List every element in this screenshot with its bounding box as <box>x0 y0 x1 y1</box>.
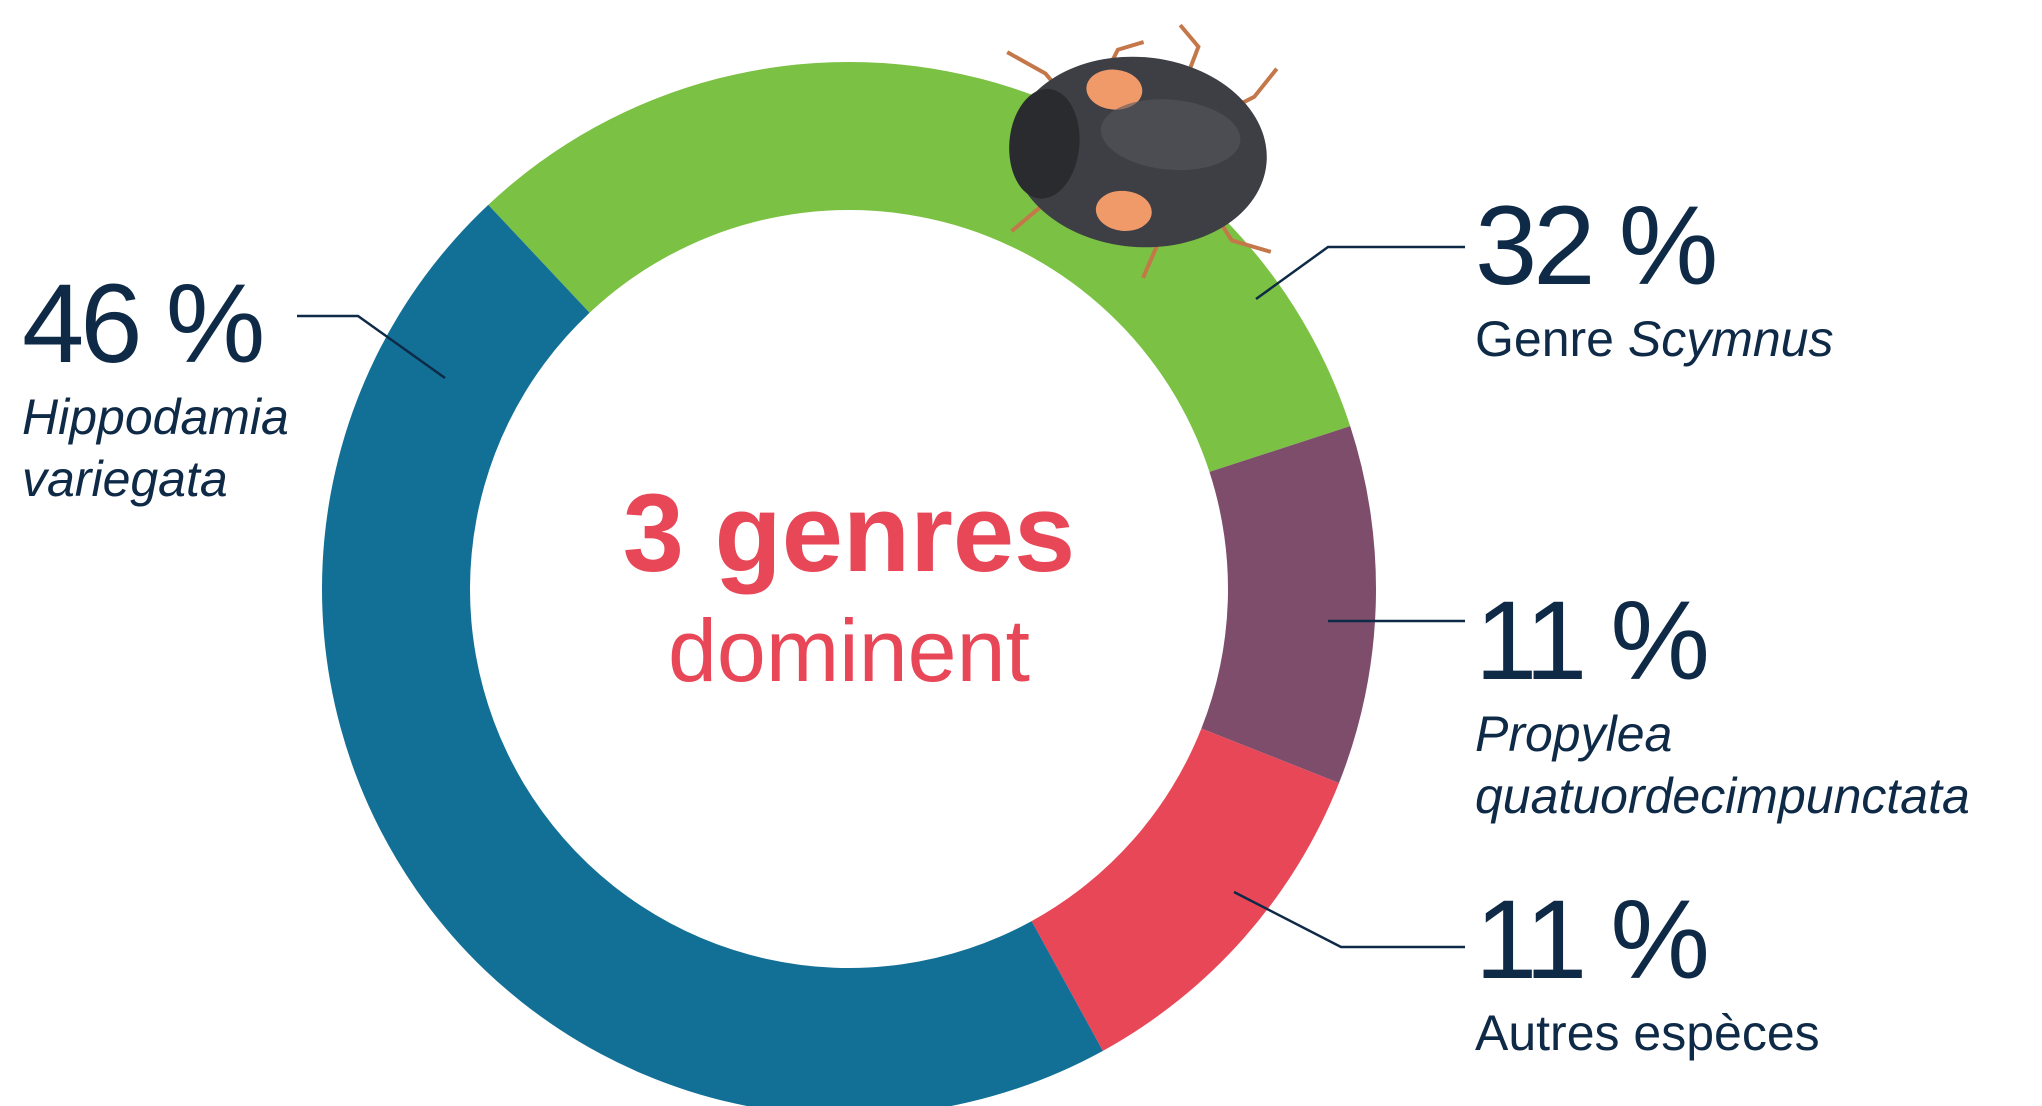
leader-line <box>1255 245 1465 301</box>
label-group: 46 % Hippodamia variegata <box>22 268 342 510</box>
donut-segment <box>1031 728 1339 1051</box>
label-group: 11 % Propylea quatuordecimpunctata <box>1475 585 2042 827</box>
label-group: 32 % Genre Scymnus <box>1475 190 1834 370</box>
leader-line <box>297 314 446 380</box>
value-label: 46 % <box>22 261 265 386</box>
value-label: 32 % <box>1475 183 1718 308</box>
category-label: Hippodamia variegata <box>22 389 289 507</box>
category-label: Autres espèces <box>1475 1005 1820 1061</box>
category-prefix: Genre <box>1475 311 1614 367</box>
center-subtitle: dominent <box>667 601 1030 700</box>
value-label: 11 % <box>1475 578 1710 703</box>
donut-segment <box>322 204 1103 1106</box>
label-group: 11 % Autres espèces <box>1475 884 1820 1064</box>
category-label: Genre Scymnus <box>1475 308 1834 370</box>
leader-lines <box>297 245 1465 949</box>
category-label: Propylea quatuordecimpunctata <box>1475 706 1970 824</box>
center-title: 3 genres <box>622 472 1076 595</box>
category-name: Scymnus <box>1627 311 1834 367</box>
donut-segment <box>1201 426 1376 784</box>
beetle <box>1006 23 1279 279</box>
value-label: 11 % <box>1475 877 1710 1002</box>
leader-line <box>1233 890 1465 949</box>
